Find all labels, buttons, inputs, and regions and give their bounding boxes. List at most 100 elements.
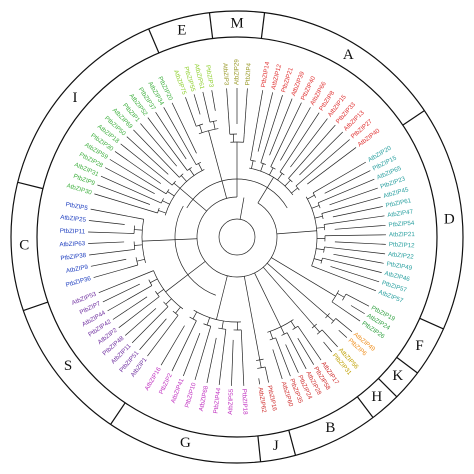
branch: [250, 159, 256, 169]
branch: [286, 332, 307, 370]
leaf-label: AtbZIP21: [389, 231, 415, 238]
clade-separator: [260, 12, 266, 39]
branch: [297, 325, 322, 361]
branch: [332, 206, 383, 218]
branch: [280, 326, 288, 336]
branch: [324, 215, 385, 225]
clade-label: I: [73, 90, 78, 106]
branch: [324, 246, 386, 255]
clade-separator: [419, 317, 444, 330]
branch: [316, 246, 325, 253]
branch: [350, 305, 365, 315]
branch: [141, 219, 146, 263]
branch: [133, 225, 143, 234]
branch: [264, 366, 269, 383]
branch: [172, 306, 181, 316]
branch: [257, 359, 266, 369]
branch: [272, 349, 283, 380]
branch: [307, 192, 317, 200]
branch: [243, 276, 261, 360]
leaf-label: PtbZIP54: [388, 220, 415, 229]
branch: [288, 124, 336, 179]
clade-label: K: [392, 368, 403, 384]
branch: [334, 241, 386, 245]
clade-label: M: [230, 15, 243, 31]
outer-ring: [10, 10, 464, 464]
branch: [233, 321, 242, 331]
clade-separator: [17, 181, 44, 190]
branch: [171, 102, 197, 154]
branch: [94, 193, 158, 214]
branch: [314, 213, 324, 220]
branch: [270, 102, 302, 167]
branch: [333, 253, 384, 264]
clade-label: S: [64, 358, 72, 374]
branch: [165, 189, 175, 197]
branch: [269, 98, 293, 156]
branch: [338, 306, 361, 322]
branch: [254, 272, 282, 328]
branch: [90, 258, 127, 267]
branch: [321, 196, 381, 214]
branch: [321, 329, 338, 348]
branch: [147, 117, 188, 171]
branch: [185, 97, 197, 127]
leaf-label: AtbZIP25: [60, 214, 87, 224]
branch: [155, 111, 187, 160]
root-circle: [218, 218, 256, 256]
leaf-label: AtbZIP62: [257, 387, 268, 414]
clade-label: G: [180, 435, 191, 451]
leaf-label: PtbZIP18: [240, 389, 248, 416]
branch: [133, 241, 143, 250]
branch: [171, 320, 197, 372]
clade-separator: [377, 377, 398, 398]
branch: [193, 94, 201, 115]
leaf-label: PtbZIP61: [385, 197, 412, 209]
branch: [97, 184, 150, 205]
leaf-label: PtbZIP49: [386, 261, 413, 273]
branch: [269, 331, 276, 341]
branch: [229, 133, 238, 143]
branch: [316, 235, 326, 242]
branch: [147, 315, 179, 357]
branch: [311, 202, 321, 209]
branch: [318, 268, 377, 292]
branch: [266, 262, 328, 316]
clade-separator: [396, 356, 418, 374]
clade-separator: [208, 12, 214, 39]
branch: [299, 131, 343, 176]
branch: [312, 161, 366, 194]
branch: [208, 130, 227, 199]
branch: [148, 278, 158, 286]
branch: [313, 257, 323, 264]
branch: [240, 329, 245, 386]
branch: [124, 308, 157, 336]
branch: [112, 296, 148, 320]
leaf-label: PtbZIP14: [260, 61, 271, 88]
branch: [250, 90, 264, 161]
branch: [335, 318, 353, 333]
leaf-label: AtbZIP22: [388, 251, 415, 261]
clade-label: J: [273, 438, 279, 454]
branch: [174, 178, 288, 296]
branch: [109, 159, 167, 195]
branch: [324, 170, 371, 194]
branch: [295, 139, 350, 187]
branch: [135, 217, 144, 220]
leaf-label: PtbZIP10: [184, 381, 198, 408]
leaf-label: PtbZIP2: [158, 372, 174, 396]
branch: [196, 196, 278, 278]
branch: [331, 301, 339, 307]
branch: [88, 220, 125, 225]
leaf-label: PtbZIP11: [60, 228, 86, 236]
branch: [331, 290, 340, 303]
branch: [327, 315, 337, 324]
branch: [218, 320, 226, 330]
branch: [90, 208, 136, 219]
branch: [203, 317, 211, 327]
branch: [311, 265, 320, 270]
branch: [89, 249, 135, 256]
branch: [314, 325, 323, 335]
branch: [323, 341, 333, 353]
branch: [135, 257, 145, 266]
